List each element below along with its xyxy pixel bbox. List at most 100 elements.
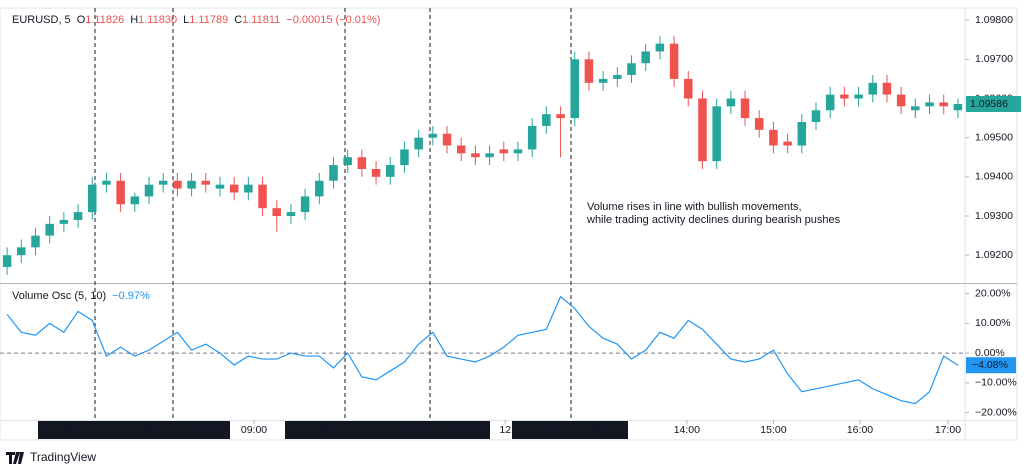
candle-body [570,59,579,119]
indicator-name: Volume Osc (5, 10) [12,290,106,302]
candle-body [144,184,154,197]
candle-body [386,165,395,177]
candle-body [783,141,792,146]
annotation: Volume rises in line with bullish moveme… [587,201,802,213]
x-tick-label: 14:00 [674,424,700,436]
brand: TradingView [30,450,96,464]
candle-body [754,118,764,130]
ohlc-label: L [183,14,189,26]
candle-body [797,121,807,146]
crosshair-label: 2023/06/27 07 [44,424,114,436]
last-price-label: 1.09586 [970,98,1008,110]
candle-body [258,184,267,209]
candle-body [17,247,26,256]
ohlc-label: O [77,14,86,26]
y-tick-label: 1.09700 [975,53,1013,65]
candle-body [371,169,381,177]
candle-body [527,125,537,150]
candle-body [712,106,721,162]
candle-body [414,137,423,150]
candle-body [769,129,778,146]
y-tick-label: 1.09200 [975,249,1013,261]
ohlc-label: H [130,14,138,26]
ohlc-value: 1.11789 [189,14,228,26]
y-tick-label: 1.09300 [975,210,1013,222]
candle-body [456,145,466,154]
candle-body [882,82,892,95]
ohlc-value: 1.11826 [85,14,124,26]
candle-body [428,133,438,138]
logo-mark [6,452,24,464]
candle-body [343,157,352,166]
candle-body [286,212,296,217]
candle-body [740,98,750,119]
candle-body [641,51,650,64]
change: −0.00015 (−0.01%) [286,14,380,26]
crosshair-box [285,421,376,439]
y-tick-label: 1.09500 [975,131,1013,143]
candle-body [187,180,196,189]
candle-body [116,180,125,205]
candle-body [684,78,693,99]
candle-body [726,98,736,107]
candle-body [59,219,69,224]
y-tick-label: 1.09800 [975,14,1013,26]
candle-body [811,110,821,122]
candle-body [102,180,111,185]
candle-body [31,235,40,248]
candle-body [939,102,948,107]
annotation: while trading activity declines during b… [586,214,841,226]
candle-body [499,149,509,154]
candle-body [300,196,310,213]
y-tick-label: 10.00% [975,317,1011,329]
x-tick-label: 15:00 [760,424,786,436]
candle-body [173,180,182,189]
candle-body [911,106,920,111]
candle-body [73,212,83,220]
x-tick-label: 09:00 [241,424,267,436]
candle-body [272,208,281,217]
candle-body [45,223,54,236]
oscillator-line [6,295,959,405]
candle-body [513,149,523,154]
candle-body [655,43,665,52]
candle-body [315,180,324,197]
candle-body [925,102,934,107]
ohlc-value: 1.11811 [242,14,280,26]
candle-body [329,165,338,181]
candle-body [87,184,97,213]
x-tick-label: 17:00 [935,424,961,436]
candle-body [868,82,878,95]
candle-body [542,114,551,126]
candle-body [669,43,679,79]
y-tick-label: −20.00% [975,406,1017,418]
candle-body [556,114,565,119]
candle-body [244,184,253,193]
candle-body [357,157,367,170]
candle-body [840,94,849,99]
x-tick-label: 16:00 [847,424,873,436]
crosshair-label: 2023/06/27 11:00:00 [382,424,481,436]
chart-frame [0,7,1018,441]
candle-body [598,78,608,83]
candle-body [229,184,239,193]
candle-body [627,63,636,75]
candle-body [215,184,225,189]
y-tick-label: −10.00% [975,377,1017,389]
crosshair-box [118,421,230,439]
crosshair-label: 2023/06/27 08:00:00 [124,424,223,436]
last-value-label: −4.08% [972,359,1008,371]
candle-body [825,94,835,111]
candle-body [584,59,594,83]
crosshair-box [38,421,118,439]
last-price-box [966,95,1021,112]
ohlc-label: C [234,14,242,26]
candle-body [158,180,168,185]
candle-body [698,98,707,162]
candle-body [201,180,211,185]
y-tick-label: 20.00% [975,287,1011,299]
candle-body [485,153,494,158]
candle-body [442,133,452,146]
crosshair-label: 2023/06/27 10:0 [291,424,370,436]
